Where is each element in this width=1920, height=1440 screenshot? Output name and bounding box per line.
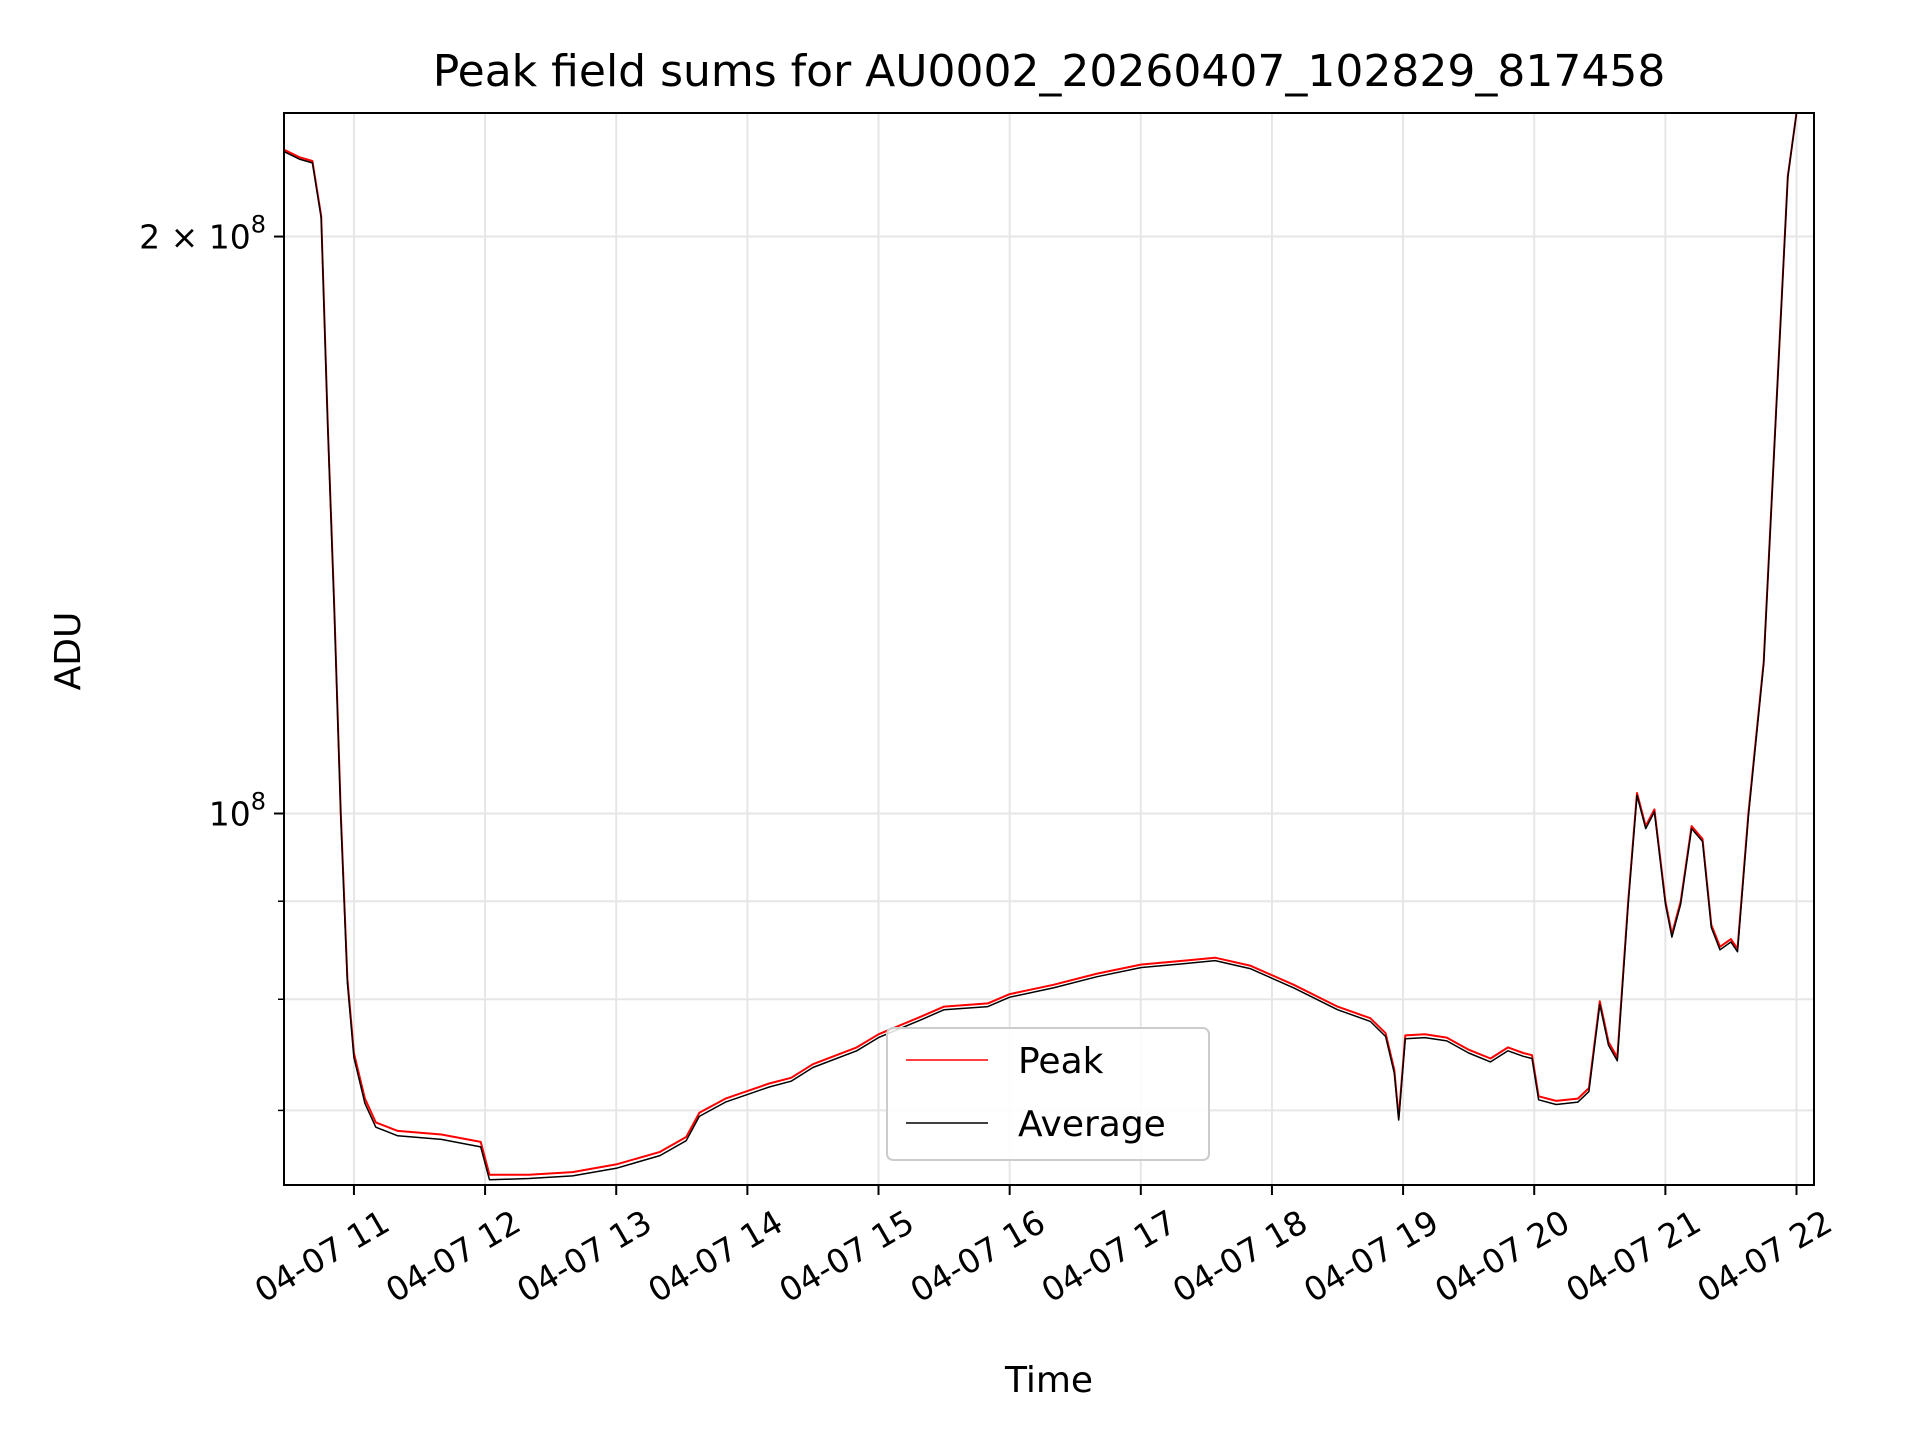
y-tick-label: 2 × 108 bbox=[139, 211, 266, 257]
x-axis-label: Time bbox=[1004, 1360, 1093, 1401]
legend-label-average: Average bbox=[1018, 1104, 1166, 1145]
series-line-average bbox=[283, 112, 1798, 1181]
legend: Peak Average bbox=[886, 1027, 1210, 1161]
y-tick-label: 108 bbox=[209, 788, 266, 834]
y-axis-ticks: 108 2 × 108 bbox=[139, 211, 284, 1112]
series-lines bbox=[283, 112, 1798, 1181]
chart-title: Peak field sums for AU0002_20260407_1028… bbox=[433, 46, 1666, 97]
y-axis-label: ADU bbox=[48, 612, 89, 691]
legend-label-peak: Peak bbox=[1018, 1041, 1104, 1082]
legend-box bbox=[886, 1027, 1210, 1161]
plot-area-frame bbox=[283, 112, 1815, 1186]
